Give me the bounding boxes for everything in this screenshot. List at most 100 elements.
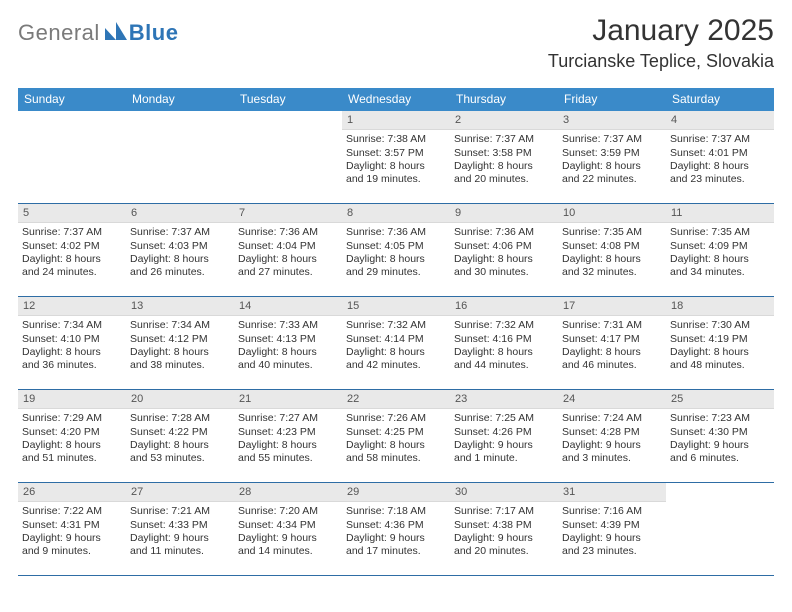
day-cell: 1Sunrise: 7:38 AMSunset: 3:57 PMDaylight… [342,111,450,203]
calendar-grid: Sunday Monday Tuesday Wednesday Thursday… [18,88,774,576]
sunset-text: Sunset: 4:12 PM [130,333,230,346]
day-number: 23 [450,390,558,409]
sunrise-text: Sunrise: 7:33 AM [238,319,338,332]
weekday-header: Sunday [18,88,126,111]
logo-text-blue: Blue [129,20,179,46]
sunset-text: Sunset: 3:59 PM [562,147,662,160]
sunset-text: Sunset: 4:31 PM [22,519,122,532]
day-cell: 23Sunrise: 7:25 AMSunset: 4:26 PMDayligh… [450,390,558,482]
week-row: 19Sunrise: 7:29 AMSunset: 4:20 PMDayligh… [18,390,774,483]
daylight-text: and 58 minutes. [346,452,446,465]
daylight-text: Daylight: 9 hours [562,532,662,545]
sunset-text: Sunset: 4:26 PM [454,426,554,439]
sunrise-text: Sunrise: 7:16 AM [562,505,662,518]
daylight-text: Daylight: 9 hours [670,439,770,452]
daylight-text: Daylight: 9 hours [238,532,338,545]
sunrise-text: Sunrise: 7:36 AM [454,226,554,239]
daylight-text: Daylight: 8 hours [670,346,770,359]
day-cell: 27Sunrise: 7:21 AMSunset: 4:33 PMDayligh… [126,483,234,575]
day-number: 26 [18,483,126,502]
daylight-text: and 17 minutes. [346,545,446,558]
day-number: 22 [342,390,450,409]
day-number: 28 [234,483,342,502]
day-cell: 14Sunrise: 7:33 AMSunset: 4:13 PMDayligh… [234,297,342,389]
sunset-text: Sunset: 4:28 PM [562,426,662,439]
sunset-text: Sunset: 4:33 PM [130,519,230,532]
daylight-text: Daylight: 8 hours [562,346,662,359]
day-number: 11 [666,204,774,223]
daylight-text: and 27 minutes. [238,266,338,279]
day-number: 24 [558,390,666,409]
day-number: 27 [126,483,234,502]
day-number: 5 [18,204,126,223]
weekday-header: Tuesday [234,88,342,111]
sunrise-text: Sunrise: 7:35 AM [670,226,770,239]
daylight-text: Daylight: 9 hours [454,439,554,452]
empty-cell [126,111,234,203]
day-cell: 17Sunrise: 7:31 AMSunset: 4:17 PMDayligh… [558,297,666,389]
daylight-text: Daylight: 8 hours [346,160,446,173]
sunset-text: Sunset: 4:06 PM [454,240,554,253]
daylight-text: Daylight: 8 hours [22,439,122,452]
day-cell: 12Sunrise: 7:34 AMSunset: 4:10 PMDayligh… [18,297,126,389]
daylight-text: Daylight: 8 hours [346,253,446,266]
daylight-text: Daylight: 9 hours [562,439,662,452]
daylight-text: Daylight: 8 hours [454,253,554,266]
weekday-header: Friday [558,88,666,111]
calendar-page: General Blue January 2025 Turcianske Tep… [0,0,792,612]
empty-cell [666,483,774,575]
daylight-text: and 38 minutes. [130,359,230,372]
week-row: 26Sunrise: 7:22 AMSunset: 4:31 PMDayligh… [18,483,774,576]
daylight-text: Daylight: 9 hours [454,532,554,545]
sunset-text: Sunset: 4:02 PM [22,240,122,253]
weekday-header: Monday [126,88,234,111]
sunrise-text: Sunrise: 7:36 AM [238,226,338,239]
day-cell: 20Sunrise: 7:28 AMSunset: 4:22 PMDayligh… [126,390,234,482]
day-number: 17 [558,297,666,316]
sunrise-text: Sunrise: 7:34 AM [130,319,230,332]
daylight-text: Daylight: 8 hours [670,253,770,266]
sunrise-text: Sunrise: 7:36 AM [346,226,446,239]
weekday-header: Saturday [666,88,774,111]
sunrise-text: Sunrise: 7:37 AM [130,226,230,239]
day-cell: 10Sunrise: 7:35 AMSunset: 4:08 PMDayligh… [558,204,666,296]
daylight-text: Daylight: 8 hours [346,439,446,452]
day-number: 10 [558,204,666,223]
daylight-text: Daylight: 8 hours [562,160,662,173]
day-cell: 21Sunrise: 7:27 AMSunset: 4:23 PMDayligh… [234,390,342,482]
daylight-text: and 44 minutes. [454,359,554,372]
weeks-container: 1Sunrise: 7:38 AMSunset: 3:57 PMDaylight… [18,111,774,576]
week-row: 12Sunrise: 7:34 AMSunset: 4:10 PMDayligh… [18,297,774,390]
day-cell: 2Sunrise: 7:37 AMSunset: 3:58 PMDaylight… [450,111,558,203]
daylight-text: Daylight: 8 hours [238,439,338,452]
header-row: General Blue January 2025 Turcianske Tep… [18,14,774,72]
sunset-text: Sunset: 4:23 PM [238,426,338,439]
day-cell: 25Sunrise: 7:23 AMSunset: 4:30 PMDayligh… [666,390,774,482]
daylight-text: and 20 minutes. [454,173,554,186]
day-cell: 30Sunrise: 7:17 AMSunset: 4:38 PMDayligh… [450,483,558,575]
day-cell: 19Sunrise: 7:29 AMSunset: 4:20 PMDayligh… [18,390,126,482]
sunset-text: Sunset: 4:38 PM [454,519,554,532]
daylight-text: Daylight: 9 hours [346,532,446,545]
day-cell: 4Sunrise: 7:37 AMSunset: 4:01 PMDaylight… [666,111,774,203]
sunrise-text: Sunrise: 7:24 AM [562,412,662,425]
daylight-text: and 26 minutes. [130,266,230,279]
daylight-text: and 24 minutes. [22,266,122,279]
day-number: 6 [126,204,234,223]
daylight-text: Daylight: 8 hours [238,346,338,359]
day-cell: 8Sunrise: 7:36 AMSunset: 4:05 PMDaylight… [342,204,450,296]
daylight-text: Daylight: 8 hours [454,160,554,173]
sunrise-text: Sunrise: 7:29 AM [22,412,122,425]
day-number: 7 [234,204,342,223]
day-cell: 6Sunrise: 7:37 AMSunset: 4:03 PMDaylight… [126,204,234,296]
daylight-text: and 23 minutes. [562,545,662,558]
daylight-text: and 36 minutes. [22,359,122,372]
day-number: 25 [666,390,774,409]
day-number: 4 [666,111,774,130]
day-number: 13 [126,297,234,316]
logo-mark-icon [105,22,127,45]
sunset-text: Sunset: 4:30 PM [670,426,770,439]
empty-cell [18,111,126,203]
day-cell: 11Sunrise: 7:35 AMSunset: 4:09 PMDayligh… [666,204,774,296]
daylight-text: and 9 minutes. [22,545,122,558]
